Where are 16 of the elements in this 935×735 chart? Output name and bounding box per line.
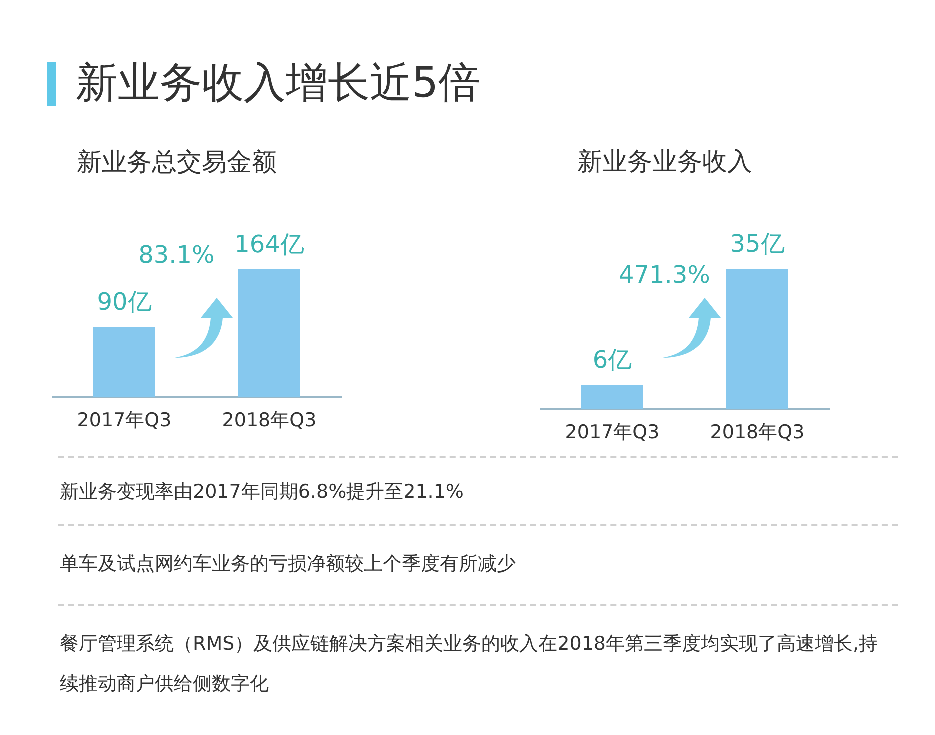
text: 新业务收入增长近5倍 — [76, 57, 481, 109]
x-tick-label: 2017年Q3 — [565, 422, 660, 444]
annotation: 471.3% — [618, 261, 710, 289]
x-tick-label: 2018年Q3 — [222, 410, 317, 432]
text: 83.1% — [138, 241, 215, 269]
data-label: 90亿 — [97, 288, 152, 316]
text: 新业务变现率由2017年同期6.8%提升至21.1% — [58, 456, 898, 524]
x-tick-label: 2017年Q3 — [77, 410, 172, 432]
text: 单车及试点网约车业务的亏损净额较上个季度有所减少 — [58, 524, 898, 604]
data-label: 164亿 — [234, 230, 304, 258]
x-tick-label: 2018年Q3 — [710, 422, 805, 444]
data-label: 35亿 — [730, 230, 785, 258]
chart-title: 新业务业务收入 — [578, 147, 752, 176]
data-label: 6亿 — [592, 346, 632, 374]
chart-title: 新业务总交易金额 — [77, 147, 277, 176]
text: 餐厅管理系统（RMS）及供应链解决方案相关业务的收入在2018年第三季度均实现了高速增长,持续推动商户供给侧数字化 — [58, 604, 898, 724]
